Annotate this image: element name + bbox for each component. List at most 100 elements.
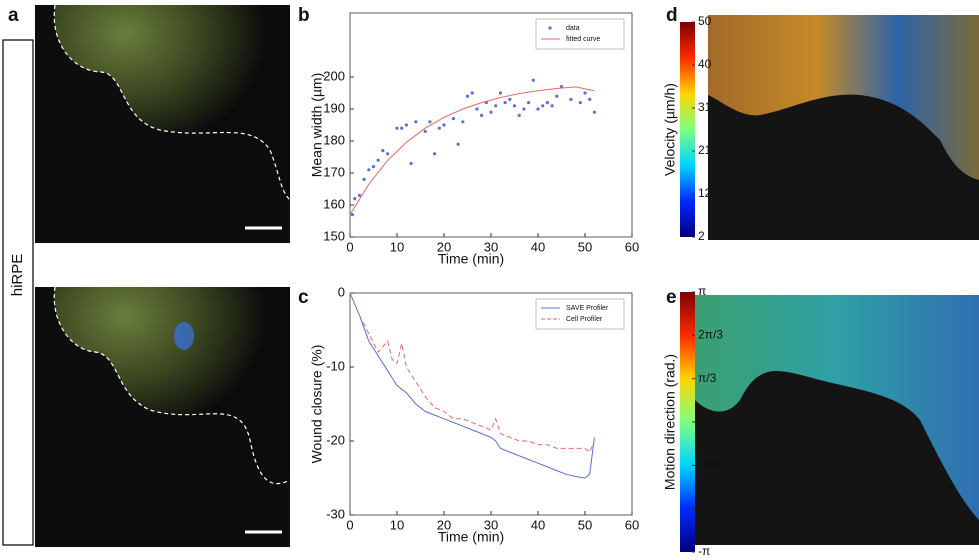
data-point	[503, 101, 507, 105]
y-tick-label: -10	[326, 358, 345, 373]
x-tick-label: 0	[346, 517, 353, 532]
x-tick-label: 40	[531, 517, 545, 532]
data-point	[350, 213, 354, 217]
colorbar-tick-label: 31	[698, 100, 712, 114]
x-tick-label: 60	[625, 517, 639, 532]
data-point	[465, 94, 470, 98]
data-point	[470, 91, 474, 95]
data-point	[414, 120, 418, 124]
data-point	[480, 113, 484, 117]
panel-label: c	[298, 287, 309, 308]
x-tick-label: 20	[437, 239, 451, 254]
x-tick-label: 30	[484, 239, 498, 254]
data-point	[409, 161, 413, 165]
data-point	[376, 158, 380, 162]
panel-label: b	[298, 5, 310, 26]
data-point	[456, 142, 460, 146]
legend-swatch	[548, 26, 552, 30]
data-point	[437, 126, 441, 130]
cell	[174, 322, 194, 350]
y-tick-label: -20	[326, 432, 345, 447]
data-point	[527, 101, 531, 105]
data-point	[442, 123, 446, 127]
data-point	[362, 177, 366, 181]
y-axis-label: Wound closure (%)	[309, 345, 325, 464]
y-tick-label: 180	[323, 132, 345, 147]
cell-region	[54, 5, 290, 200]
data-point	[475, 107, 479, 111]
data-point	[578, 101, 582, 105]
data-point	[498, 91, 502, 95]
y-tick-label: 190	[323, 100, 345, 115]
y-axis-label: Mean width (µm)	[309, 73, 325, 178]
data-point	[395, 126, 399, 130]
legend-label: fitted curve	[566, 36, 600, 43]
data-point	[367, 168, 371, 172]
data-point	[461, 120, 465, 124]
side-label: hiRPE	[9, 254, 26, 297]
colorbar-tick-label: 0	[698, 414, 705, 428]
y-tick-label: 170	[323, 164, 345, 179]
data-point	[522, 107, 526, 111]
colorbar-tick-label: 2π/3	[698, 328, 723, 342]
x-axis-label: Time (min)	[438, 529, 504, 545]
data-point	[386, 152, 390, 156]
x-tick-label: 50	[578, 517, 592, 532]
y-tick-label: -30	[326, 506, 345, 521]
velocity-region	[708, 15, 979, 180]
colorbar-tick-label: 40	[698, 57, 712, 71]
colorbar-tick-label: π	[698, 284, 706, 298]
data-point	[555, 94, 559, 98]
data-point	[550, 104, 554, 108]
series-line	[349, 86, 595, 215]
x-tick-label: 10	[390, 239, 404, 254]
data-point	[404, 123, 408, 127]
series-line	[349, 292, 595, 453]
x-tick-label: 40	[531, 239, 545, 254]
data-point	[353, 197, 357, 201]
side-box	[2, 39, 34, 546]
data-point	[541, 104, 545, 108]
series-line	[349, 292, 595, 479]
data-point	[569, 97, 573, 101]
x-tick-label: 30	[484, 517, 498, 532]
colorbar-tick-label: -π/3	[698, 458, 721, 472]
data-point	[451, 117, 455, 121]
x-tick-label: 60	[625, 239, 639, 254]
x-tick-label: 0	[346, 239, 353, 254]
data-point	[371, 165, 376, 169]
data-point	[494, 104, 498, 108]
data-point	[536, 107, 540, 111]
data-point	[545, 101, 550, 105]
legend-label: data	[566, 25, 580, 32]
data-point	[400, 126, 404, 130]
x-tick-label: 20	[437, 517, 451, 532]
direction-region	[695, 295, 979, 520]
colorbar-tick-label: π/3	[698, 371, 717, 385]
data-point	[489, 110, 493, 114]
legend-label: SAVE Profiler	[566, 305, 609, 312]
data-point	[583, 91, 587, 95]
data-point	[588, 97, 592, 101]
legend-box	[535, 18, 625, 50]
x-tick-label: 50	[578, 239, 592, 254]
colorbar	[680, 22, 695, 237]
data-point	[592, 110, 597, 114]
data-point	[531, 78, 535, 82]
x-axis-label: Time (min)	[438, 251, 504, 267]
panel-label: e	[666, 287, 677, 308]
data-point	[423, 129, 427, 133]
colorbar-tick-label: 50	[698, 14, 712, 28]
x-tick-label: 10	[390, 517, 404, 532]
data-point	[428, 120, 432, 124]
data-point	[559, 85, 564, 89]
data-point	[517, 113, 521, 117]
wound-edge	[53, 4, 291, 201]
colorbar-tick-label: -2π/3	[698, 501, 727, 515]
colorbar	[680, 292, 695, 552]
colorbar-label: Velocity (µm/h)	[662, 83, 678, 176]
y-tick-label: 0	[338, 284, 345, 299]
data-point	[357, 193, 361, 197]
data-point	[433, 152, 437, 156]
